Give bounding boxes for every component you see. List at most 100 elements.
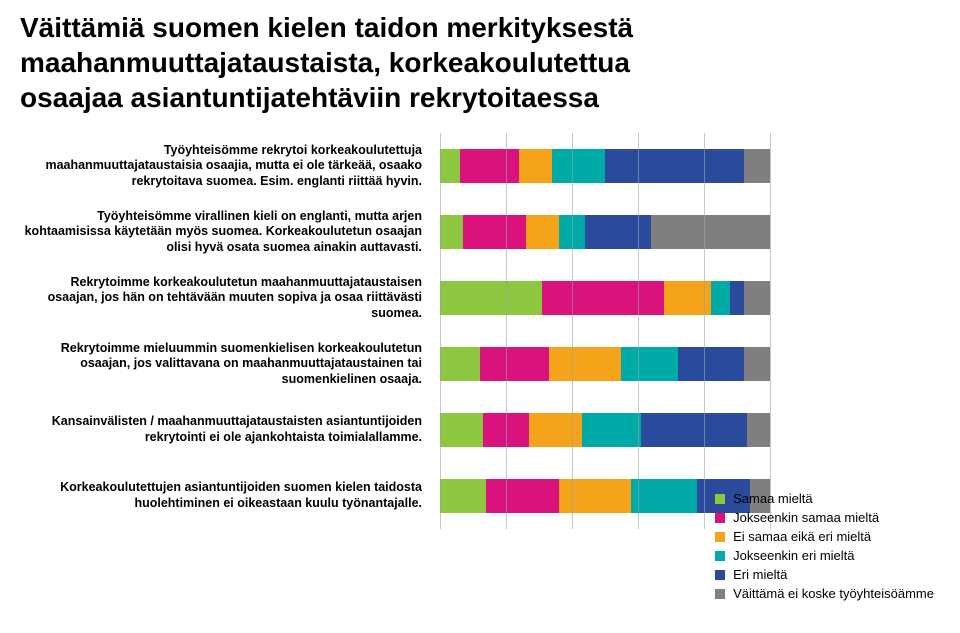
bar-segment [529,413,582,447]
grid-line [704,397,705,463]
legend: Samaa mieltä Jokseenkin samaa mieltä Ei sa… [715,491,934,605]
grid-line [770,133,771,199]
bar-wrap [440,265,770,331]
grid-line [638,331,639,397]
legend-swatch [715,570,725,580]
stacked-bar [440,281,770,315]
legend-item: Jokseenkin eri mieltä [715,548,934,563]
bar-segment [463,215,526,249]
bar-segment [631,479,697,513]
legend-item: Eri mieltä [715,567,934,582]
bar-segment [440,413,483,447]
bar-segment [651,215,770,249]
title-line-2: maahanmuuttajataustaista, korkeakoulutet… [20,47,630,78]
grid-line [440,397,441,463]
bar-segment [711,281,731,315]
row-label: Työyhteisömme rekrytoi korkeakoulutettuj… [20,133,440,199]
legend-swatch [715,532,725,542]
legend-label: Jokseenkin eri mieltä [733,548,854,563]
grid-line [704,133,705,199]
grid-line [506,199,507,265]
bar-segment [552,149,605,183]
bar-segment [582,413,641,447]
bar-segment [460,149,519,183]
bar-segment [542,281,664,315]
chart-title: Väittämiä suomen kielen taidon merkityks… [20,10,940,115]
grid-line [638,463,639,529]
legend-label: Jokseenkin samaa mieltä [733,510,879,525]
legend-swatch [715,589,725,599]
bar-segment [440,479,486,513]
grid-line [572,199,573,265]
bar-segment [621,347,677,381]
chart-row: Työyhteisömme virallinen kieli on englan… [20,199,770,265]
legend-item: Väittämä ei koske työyhteisöämme [715,586,934,601]
grid-line [704,265,705,331]
legend-item: Samaa mieltä [715,491,934,506]
bar-segment [440,281,542,315]
chart-row: Korkeakoulutettujen asiantuntijoiden suo… [20,463,770,529]
grid-line [440,265,441,331]
bar-wrap [440,133,770,199]
legend-label: Ei samaa eikä eri mieltä [733,529,871,544]
legend-label: Väittämä ei koske työyhteisöämme [733,586,934,601]
stacked-bar [440,149,770,183]
grid-line [638,265,639,331]
grid-line [638,397,639,463]
chart-row: Kansainvälisten / maahanmuuttajataustais… [20,397,770,463]
bar-wrap [440,397,770,463]
bar-segment [486,479,559,513]
title-line-1: Väittämiä suomen kielen taidon merkityks… [20,12,633,43]
grid-line [506,463,507,529]
row-label: Rekrytoimme mieluummin suomenkielisen ko… [20,331,440,397]
grid-line [506,133,507,199]
grid-line [572,397,573,463]
bar-segment [440,347,480,381]
row-label: Kansainvälisten / maahanmuuttajataustais… [20,397,440,463]
bar-segment [559,479,632,513]
stacked-bar [440,215,770,249]
bar-segment [744,347,770,381]
grid-line [638,133,639,199]
grid-line [506,265,507,331]
row-label: Korkeakoulutettujen asiantuntijoiden suo… [20,463,440,529]
bar-segment [678,347,744,381]
legend-swatch [715,551,725,561]
grid-line [770,331,771,397]
grid-line [770,265,771,331]
stacked-bar [440,347,770,381]
legend-swatch [715,494,725,504]
bar-segment [440,215,463,249]
bar-segment [744,149,770,183]
chart-row: Työyhteisömme rekrytoi korkeakoulutettuj… [20,133,770,199]
bar-segment [747,413,770,447]
chart-row: Rekrytoimme korkeakoulutetun maahanmuutt… [20,265,770,331]
grid-line [704,331,705,397]
grid-line [572,331,573,397]
grid-line [770,397,771,463]
grid-line [704,463,705,529]
bar-segment [526,215,559,249]
title-line-3: osaajaa asiantuntijatehtäviin rekrytoita… [20,82,599,113]
legend-label: Eri mieltä [733,567,787,582]
bar-segment [605,149,744,183]
grid-line [440,133,441,199]
legend-label: Samaa mieltä [733,491,812,506]
grid-line [506,397,507,463]
legend-item: Ei samaa eikä eri mieltä [715,529,934,544]
bar-segment [744,281,770,315]
grid-line [770,199,771,265]
grid-line [704,199,705,265]
grid-line [572,463,573,529]
grid-line [572,133,573,199]
grid-line [638,199,639,265]
bar-segment [519,149,552,183]
grid-line [440,463,441,529]
grid-line [440,199,441,265]
chart-row: Rekrytoimme mieluummin suomenkielisen ko… [20,331,770,397]
grid-line [440,331,441,397]
legend-item: Jokseenkin samaa mieltä [715,510,934,525]
bar-segment [730,281,743,315]
bar-segment [641,413,747,447]
grid-line [506,331,507,397]
